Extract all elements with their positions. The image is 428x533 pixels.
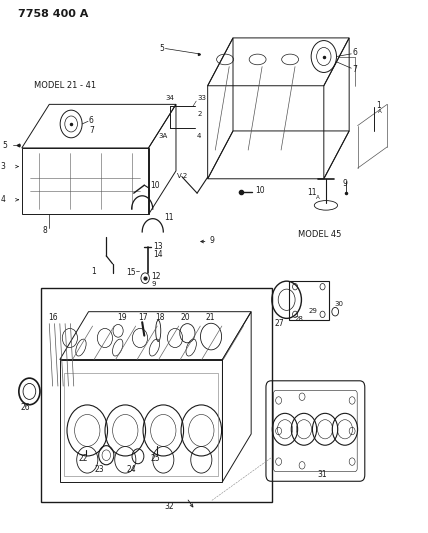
Text: 28: 28 xyxy=(294,316,303,321)
Text: 17: 17 xyxy=(138,313,148,322)
Text: 22: 22 xyxy=(79,455,88,463)
Text: 19: 19 xyxy=(117,313,126,322)
Text: 7: 7 xyxy=(353,66,357,74)
Text: 18: 18 xyxy=(155,313,164,322)
Text: 7758 400 A: 7758 400 A xyxy=(18,9,88,19)
Text: 6: 6 xyxy=(89,116,94,125)
Text: 6: 6 xyxy=(353,49,357,57)
Text: 8: 8 xyxy=(43,226,48,235)
Text: A: A xyxy=(377,109,381,114)
Text: 2: 2 xyxy=(197,111,202,117)
Text: 11: 11 xyxy=(307,188,316,197)
Text: V-2: V-2 xyxy=(177,173,188,179)
Text: 9: 9 xyxy=(343,179,348,188)
Text: 4: 4 xyxy=(197,133,202,139)
Text: MODEL 45: MODEL 45 xyxy=(298,230,342,239)
Text: 25: 25 xyxy=(151,455,160,463)
Text: 5: 5 xyxy=(3,141,8,150)
Text: 23: 23 xyxy=(95,465,104,474)
Text: 10: 10 xyxy=(256,186,265,195)
Text: 3A: 3A xyxy=(158,133,167,139)
Text: 11: 11 xyxy=(165,213,174,222)
Text: 5: 5 xyxy=(159,44,164,53)
Text: 14: 14 xyxy=(153,250,162,259)
Text: 13: 13 xyxy=(153,242,162,251)
Text: MODEL 21 - 41: MODEL 21 - 41 xyxy=(35,81,97,90)
Text: 26: 26 xyxy=(20,403,30,412)
Text: 32: 32 xyxy=(165,502,174,511)
Text: 29: 29 xyxy=(308,308,317,313)
Text: 3: 3 xyxy=(1,162,6,171)
Text: 4: 4 xyxy=(1,195,6,204)
Bar xyxy=(41,288,272,502)
Text: 24: 24 xyxy=(127,465,136,474)
Text: 12: 12 xyxy=(151,272,160,281)
Text: 20: 20 xyxy=(180,313,190,322)
Text: A: A xyxy=(316,195,320,200)
Text: 1: 1 xyxy=(92,268,96,276)
Text: 30: 30 xyxy=(334,301,343,306)
Text: 15: 15 xyxy=(126,269,136,277)
Text: 10: 10 xyxy=(151,181,160,190)
Text: 31: 31 xyxy=(318,471,327,479)
Text: 34: 34 xyxy=(165,95,174,101)
Text: 33: 33 xyxy=(197,95,206,101)
Bar xyxy=(289,281,329,320)
Text: 1: 1 xyxy=(376,101,380,110)
Text: 9: 9 xyxy=(210,237,215,246)
Text: 9: 9 xyxy=(151,281,155,287)
Text: 16: 16 xyxy=(48,313,58,322)
Text: 7: 7 xyxy=(89,126,94,135)
Text: 27: 27 xyxy=(274,319,284,328)
Text: 21: 21 xyxy=(205,313,215,322)
